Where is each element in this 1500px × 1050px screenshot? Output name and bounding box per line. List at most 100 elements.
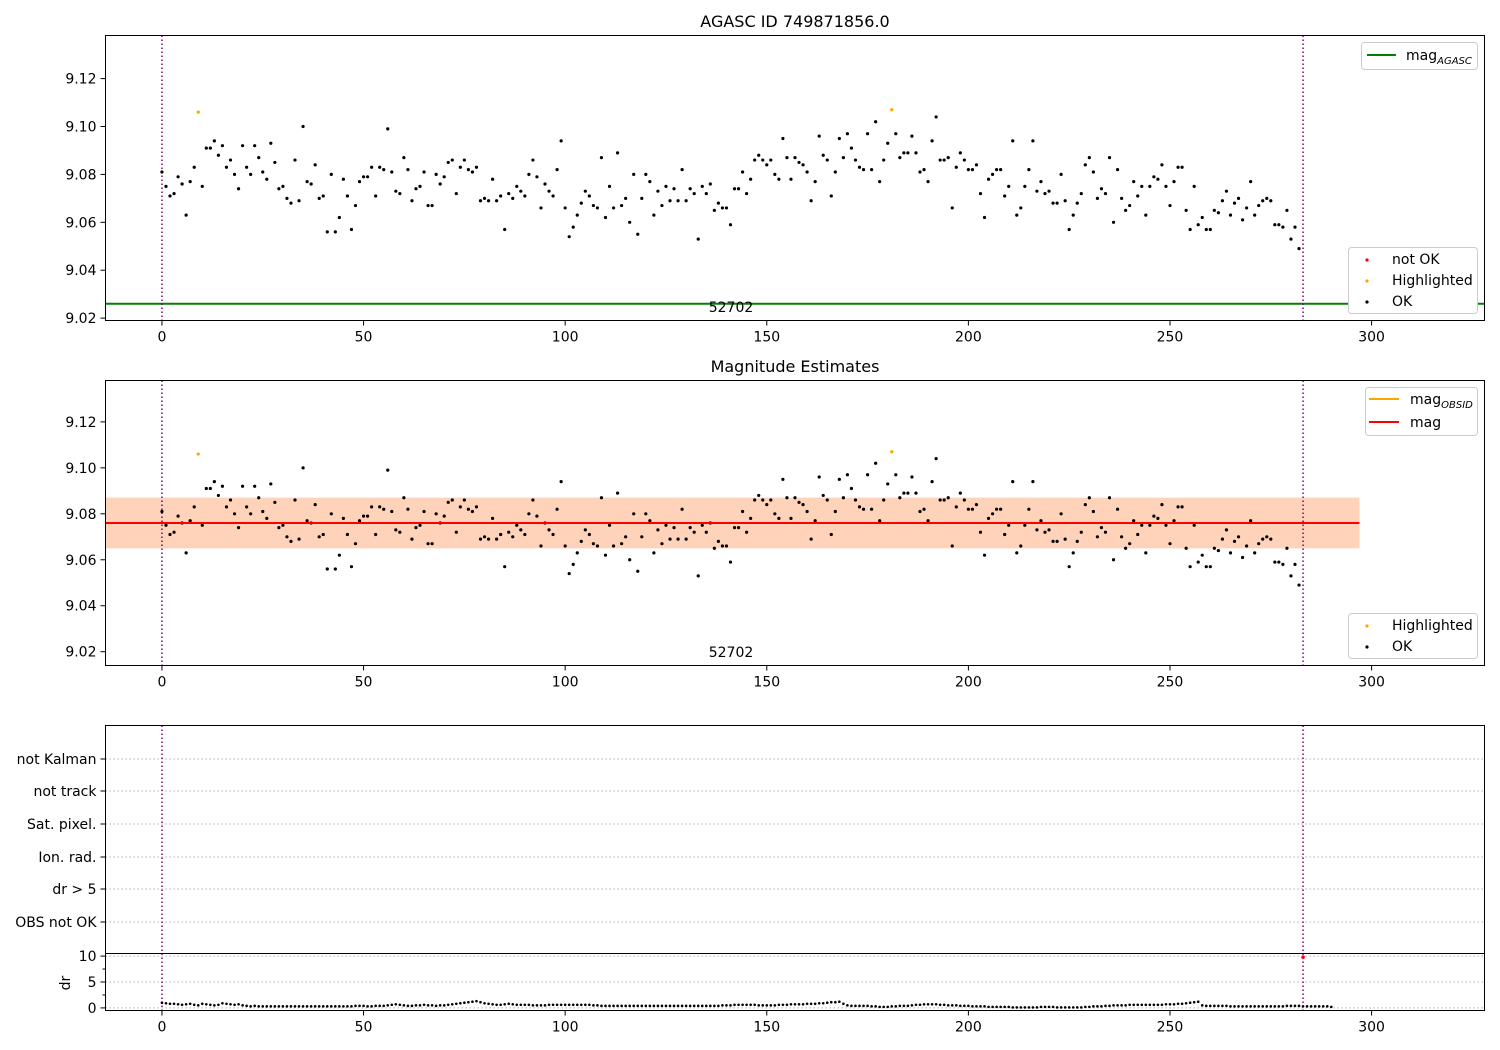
ok-point <box>910 475 914 479</box>
dr-point <box>846 1004 849 1007</box>
dr-point <box>1084 1005 1087 1009</box>
ok-point <box>970 507 975 511</box>
ok-point <box>1236 535 1241 539</box>
ok-point <box>519 528 523 532</box>
ok-point <box>1204 565 1208 569</box>
ok-point <box>628 558 632 562</box>
dr-point <box>463 1001 466 1005</box>
dr-point <box>225 1002 228 1006</box>
dr-point <box>237 1002 240 1006</box>
dr-point <box>729 1004 732 1007</box>
ok-point <box>680 168 684 172</box>
ok-point <box>418 184 422 188</box>
dr-point <box>1096 1005 1099 1008</box>
ok-point <box>1293 225 1297 229</box>
dr-point <box>523 1003 527 1007</box>
ok-point <box>793 496 797 500</box>
dr-point <box>543 1004 547 1007</box>
legend-box <box>1348 613 1478 659</box>
ok-point <box>615 491 620 495</box>
ok-point <box>1055 539 1059 543</box>
ok-point <box>664 184 668 188</box>
ok-point <box>1148 523 1152 527</box>
ok-point <box>204 486 208 491</box>
ok-point <box>442 175 446 179</box>
legend-highlighted-marker <box>1365 624 1369 628</box>
ok-point <box>954 505 958 509</box>
panel-agasc-frame <box>105 35 1485 321</box>
ok-point <box>535 514 539 518</box>
dr-point <box>1249 1005 1252 1008</box>
ok-point <box>1079 191 1083 196</box>
ok-point <box>495 537 499 541</box>
ok-point <box>962 498 966 502</box>
ok-point <box>1075 539 1079 543</box>
ok-point <box>478 199 483 203</box>
dr-point <box>930 1002 934 1006</box>
dr-point <box>325 1005 329 1008</box>
dr-point <box>374 1004 377 1008</box>
dr-point <box>362 1004 365 1008</box>
dr-point <box>971 1005 974 1008</box>
ok-point <box>986 516 991 521</box>
ok-point <box>474 165 479 169</box>
dr-point <box>801 1002 805 1006</box>
ok-point <box>184 213 188 217</box>
dr-point <box>233 1003 236 1007</box>
ok-point <box>1220 199 1225 203</box>
ok-point <box>680 507 684 511</box>
ok-point <box>531 498 535 502</box>
ok-point <box>1228 551 1233 555</box>
ok-point <box>515 523 519 527</box>
ok-point <box>740 170 745 174</box>
ok-point <box>591 542 595 546</box>
dr-point <box>894 1005 898 1008</box>
dr-point <box>809 1002 813 1006</box>
ok-point <box>632 512 636 516</box>
dr-point <box>584 1003 587 1007</box>
ok-point <box>805 509 809 514</box>
dr-point <box>1007 1005 1011 1009</box>
panel-magnitude-frame <box>105 380 1485 666</box>
legend-ok-label: OK <box>1392 639 1413 655</box>
ok-point <box>1277 223 1281 227</box>
dr-point <box>442 1004 446 1007</box>
ok-point <box>305 179 309 184</box>
ok-point <box>728 560 733 564</box>
dr-point <box>213 1004 216 1007</box>
dr-point <box>608 1004 611 1008</box>
ok-point <box>567 235 571 239</box>
dr-point <box>515 1003 519 1007</box>
ok-point <box>769 498 773 502</box>
dr-point <box>1325 1005 1329 1008</box>
dr-point <box>426 1004 430 1007</box>
ok-point <box>878 179 882 184</box>
ok-point <box>712 546 716 550</box>
dr-point <box>858 1004 861 1008</box>
dr-point <box>1112 1004 1115 1007</box>
ok-point <box>1216 548 1220 553</box>
ok-point <box>370 165 374 169</box>
legend-not-ok-label: not OK <box>1392 252 1440 268</box>
ok-point <box>648 179 652 184</box>
panel-magnitude-yaxis: 9.02 9.04 9.06 9.08 9.10 9.12 <box>65 415 106 661</box>
ok-point <box>325 230 329 234</box>
legend-box <box>1348 247 1478 314</box>
ok-point <box>660 542 664 546</box>
ok-point <box>1043 530 1047 534</box>
ok-point <box>531 158 535 162</box>
dr-point <box>1285 1004 1289 1008</box>
dr-point <box>1027 1006 1031 1009</box>
ok-point <box>1003 194 1007 198</box>
ok-point <box>813 519 817 523</box>
ok-point <box>732 187 737 191</box>
ok-point <box>543 182 547 186</box>
dr-point <box>1059 1006 1063 1009</box>
ok-point <box>1253 213 1257 217</box>
ok-point <box>341 516 345 521</box>
dr-point <box>1200 1004 1204 1007</box>
ok-point <box>535 175 539 179</box>
ok-point <box>265 516 269 521</box>
panel-dr-xaxis: 0 50 100 150 200 250 300 <box>157 1010 1385 1036</box>
ok-point <box>1079 530 1083 534</box>
